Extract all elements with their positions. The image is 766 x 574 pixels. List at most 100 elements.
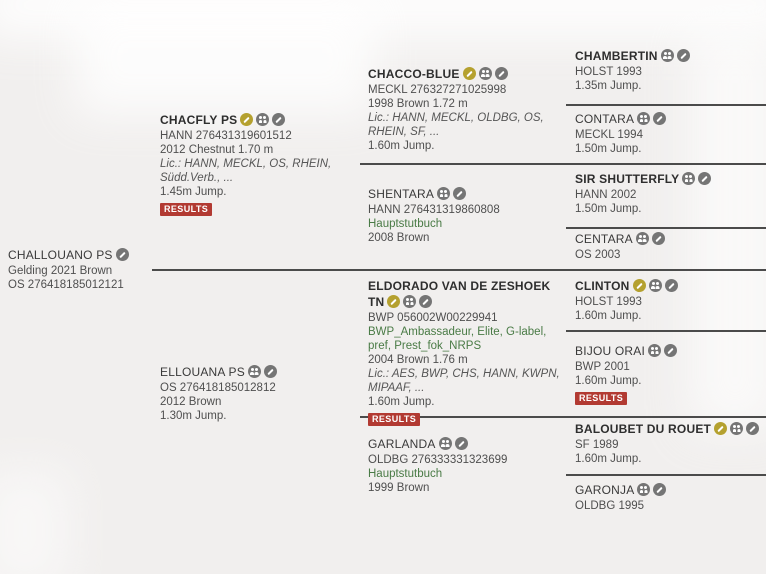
pedigree-node-ellouana: ELLOUANA PS OS 276418185012812 2012 Brow… (160, 364, 360, 423)
offspring-icon[interactable] (730, 422, 744, 435)
horse-name: GARONJA (575, 483, 635, 497)
results-badge[interactable]: RESULTS (575, 392, 628, 405)
pedigree-node-shentara: SHENTARA HANN 276431319860808 Hauptstutb… (368, 186, 568, 245)
horse-detail: 2012 Brown (160, 396, 222, 408)
edit-icon[interactable] (115, 248, 129, 261)
edit-icon[interactable] (698, 172, 712, 185)
horse-detail: 1998 Brown 1.72 m (368, 98, 468, 110)
offspring-icon[interactable] (660, 49, 674, 62)
horse-detail: OLDBG 1995 (575, 500, 645, 512)
offspring-icon[interactable] (403, 295, 417, 308)
premium-icon[interactable] (632, 279, 646, 292)
premium-icon[interactable] (462, 67, 476, 80)
horse-detail: MECKL 276327271025998 (368, 84, 507, 96)
horse-name: BIJOU ORAI (575, 344, 646, 358)
horse-detail: 1.35m Jump. (575, 80, 642, 92)
horse-name: ELLOUANA PS (160, 365, 245, 379)
horse-name: CHACCO-BLUE (368, 67, 460, 81)
edit-icon[interactable] (653, 112, 667, 125)
offspring-icon[interactable] (648, 344, 662, 357)
pedigree-node-contara: CONTARA MECKL 1994 1.50m Jump. (575, 111, 765, 156)
horse-detail: 1.30m Jump. (160, 410, 227, 422)
horse-detail: HOLST 1993 (575, 66, 642, 78)
divider-eldorado-garlanda (360, 416, 766, 418)
horse-detail: 1.60m Jump. (368, 396, 435, 408)
horse-detail: OLDBG 276333331323699 (368, 454, 508, 466)
horse-detail: 2004 Brown 1.76 m (368, 354, 468, 366)
pedigree-node-baloubet: BALOUBET DU ROUET SF 1989 1.60m Jump. (575, 421, 765, 466)
offspring-icon[interactable] (478, 67, 492, 80)
edit-icon[interactable] (419, 295, 433, 308)
offspring-icon[interactable] (637, 483, 651, 496)
background-highlight (0, 0, 766, 40)
premium-icon[interactable] (240, 113, 254, 126)
premium-icon[interactable] (714, 422, 728, 435)
horse-detail: HANN 276431319860808 (368, 204, 500, 216)
studbook-status: Hauptstutbuch (368, 218, 443, 230)
horse-detail: OS 2003 (575, 249, 621, 261)
offspring-icon[interactable] (256, 113, 270, 126)
horse-name: CHALLOUANO PS (8, 248, 113, 262)
studbook-status: Hauptstutbuch (368, 468, 443, 480)
results-badge[interactable]: RESULTS (160, 203, 213, 216)
horse-detail: HANN 2002 (575, 189, 637, 201)
icon-group (434, 185, 467, 202)
offspring-icon[interactable] (437, 187, 451, 200)
edit-icon[interactable] (494, 67, 508, 80)
horse-detail: 2012 Chestnut 1.70 m (160, 144, 274, 156)
horse-detail: 1.60m Jump. (575, 310, 642, 322)
edit-icon[interactable] (453, 187, 467, 200)
edit-icon[interactable] (676, 49, 690, 62)
horse-detail: HANN 276431319601512 (160, 130, 292, 142)
edit-icon[interactable] (272, 113, 286, 126)
horse-name: ELDORADO VAN DE ZESHOEK TN (368, 279, 551, 309)
edit-icon[interactable] (746, 422, 760, 435)
divider-chambertin-contara (566, 104, 766, 106)
edit-icon[interactable] (454, 437, 468, 450)
horse-name: CLINTON (575, 279, 630, 293)
results-badge[interactable]: RESULTS (368, 413, 421, 426)
horse-detail: Gelding 2021 Brown (8, 265, 113, 277)
icon-group (658, 47, 690, 64)
horse-licenses: Lic.: HANN, MECKL, OS, RHEIN, Südd.Verb.… (160, 158, 332, 184)
icon-group (245, 363, 277, 380)
divider-sirshutterfly-centara (566, 227, 766, 229)
horse-name: CHAMBERTIN (575, 49, 658, 63)
background-highlight (0, 470, 70, 574)
divider-baloubet-garonja (566, 474, 766, 476)
horse-detail: MECKL 1994 (575, 129, 643, 141)
offspring-icon[interactable] (637, 112, 651, 125)
horse-name: SHENTARA (368, 187, 435, 201)
edit-icon[interactable] (664, 279, 678, 292)
horse-detail: 1.60m Jump. (575, 375, 642, 387)
horse-detail: SF 1989 (575, 439, 619, 451)
icon-group (384, 293, 433, 310)
horse-detail: 2008 Brown (368, 232, 430, 244)
horse-detail: 1999 Brown (368, 482, 430, 494)
offspring-icon[interactable] (438, 437, 452, 450)
horse-detail: OS 276418185012121 (8, 279, 124, 291)
icon-group (113, 246, 129, 263)
icon-group (436, 435, 468, 452)
premium-icon[interactable] (387, 295, 401, 308)
horse-name: GARLANDA (368, 437, 436, 451)
icon-group (460, 65, 508, 82)
horse-licenses: Lic.: HANN, MECKL, OLDBG, OS, RHEIN, SF,… (368, 112, 544, 138)
horse-name: BALOUBET DU ROUET (575, 422, 712, 436)
horse-detail: 1.50m Jump. (575, 143, 642, 155)
studbook-status: BWP_Ambassadeur, Elite, G-label, pref, P… (368, 326, 547, 352)
edit-icon[interactable] (651, 232, 665, 245)
divider-clinton-bijouorai (566, 330, 766, 332)
edit-icon[interactable] (653, 483, 667, 496)
offspring-icon[interactable] (648, 279, 662, 292)
edit-icon[interactable] (263, 365, 277, 378)
offspring-icon[interactable] (682, 172, 696, 185)
horse-name: CHACFLY PS (160, 113, 238, 127)
pedigree-node-chaccoblue: CHACCO-BLUE MECKL 276327271025998 1998 B… (368, 66, 568, 153)
offspring-icon[interactable] (247, 365, 261, 378)
pedigree-node-chacfly: CHACFLY PS HANN 276431319601512 2012 Che… (160, 112, 360, 217)
offspring-icon[interactable] (635, 232, 649, 245)
edit-icon[interactable] (664, 344, 678, 357)
pedigree-node-sirshutterfly: SIR SHUTTERFLY HANN 2002 1.50m Jump. (575, 171, 765, 216)
icon-group (645, 342, 678, 359)
